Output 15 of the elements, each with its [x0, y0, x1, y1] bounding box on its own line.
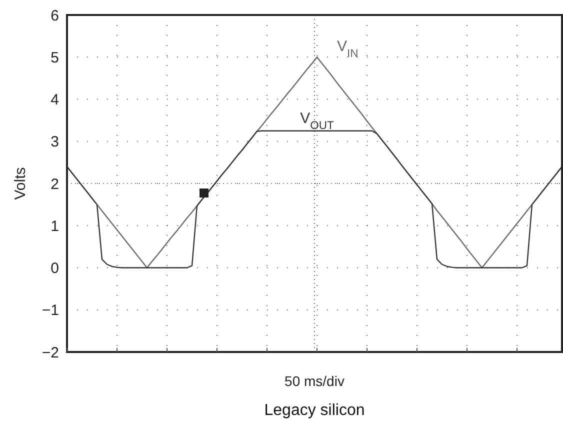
y-tick-label: 4 [50, 92, 59, 108]
y-tick-label: 2 [50, 176, 59, 193]
y-tick-label: 3 [50, 134, 59, 151]
text: Legacy silicon [264, 402, 365, 419]
series-label: V$_{IN}$ [337, 38, 358, 60]
y-tick-label: 6 [50, 7, 59, 24]
y-tick-label: 5 [50, 49, 59, 66]
series-label: V$_{OUT}$ [300, 110, 334, 132]
y-tick-label: 1 [50, 218, 59, 235]
x-axis-title: 50 ms/div [284, 373, 344, 389]
y-tick-label: 0 [50, 260, 59, 277]
line-series [66, 130, 563, 268]
y-axis-title: Volts [12, 167, 29, 200]
y-tick-label: −1 [42, 302, 59, 320]
y-tick-label: −2 [42, 344, 59, 362]
